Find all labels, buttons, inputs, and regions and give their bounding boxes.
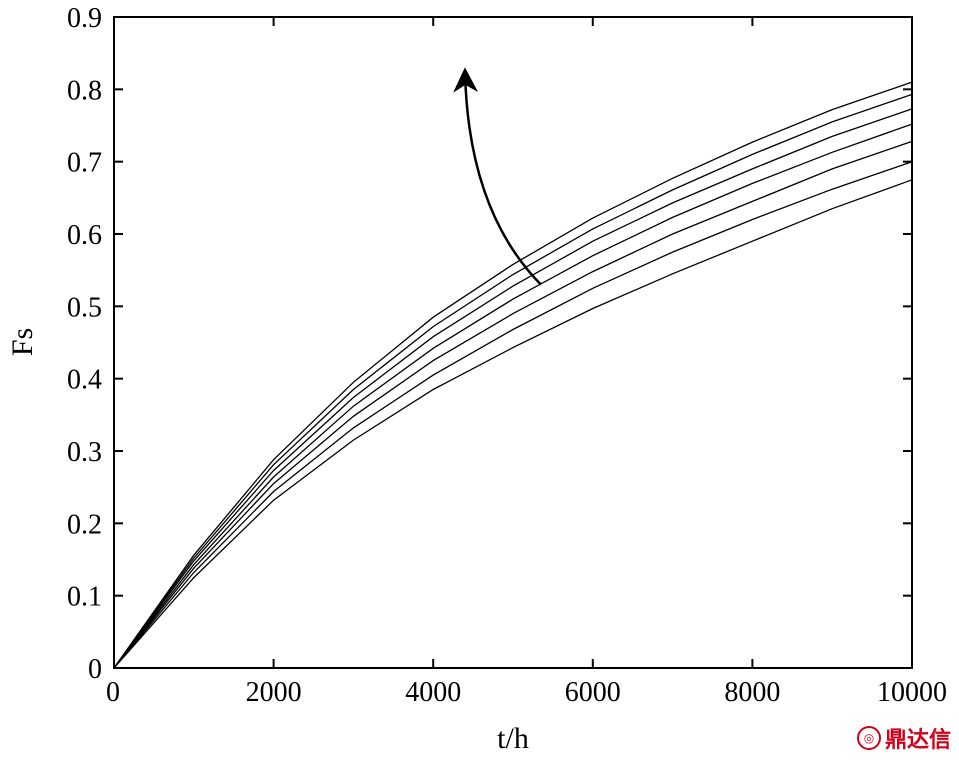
x-tick-label-2: 4000: [405, 677, 461, 708]
x-tick-label-0: 0: [106, 677, 120, 708]
y-tick-label-7: 0.7: [67, 148, 102, 179]
x-axis-title: t/h: [497, 722, 529, 755]
y-tick-label-0: 0: [88, 654, 102, 685]
annotation-group: [453, 67, 542, 286]
y-tick-label-1: 0.1: [67, 582, 102, 613]
y-tick-label-8: 0.8: [67, 75, 102, 106]
watermark-text: 鼎达信: [884, 728, 951, 753]
series-group: [113, 81, 913, 669]
y-axis-title: Fs: [6, 328, 39, 356]
series-line-1: [113, 179, 913, 669]
watermark: ◎ 鼎达信: [856, 722, 951, 754]
series-line-4: [113, 123, 913, 669]
y-tick-label-3: 0.3: [67, 437, 102, 468]
x-tick-label-5: 10000: [877, 677, 947, 708]
ticks-group: 0 2000 4000 6000 8000 10000 0 0.1 0.2 0.3 0.4 0.5 0.…: [67, 3, 947, 708]
trend-arrow-1: [453, 67, 542, 286]
series-line-2: [113, 161, 913, 669]
y-tick-label-6: 0.6: [67, 220, 102, 251]
logo-icon: ◎: [856, 726, 881, 750]
series-line-7: [113, 81, 913, 669]
x-tick-label-3: 6000: [565, 677, 621, 708]
series-line-3: [113, 140, 913, 669]
series-line-6: [113, 93, 913, 669]
y-tick-label-5: 0.5: [67, 292, 102, 323]
x-tick-label-1: 2000: [246, 677, 302, 708]
y-tick-label-4: 0.4: [67, 365, 102, 396]
y-tick-label-9: 0.9: [67, 3, 102, 34]
y-tick-label-2: 0.2: [67, 509, 102, 540]
series-line-5: [113, 108, 913, 669]
plot-frame: [113, 16, 913, 669]
x-tick-label-4: 8000: [724, 677, 780, 708]
